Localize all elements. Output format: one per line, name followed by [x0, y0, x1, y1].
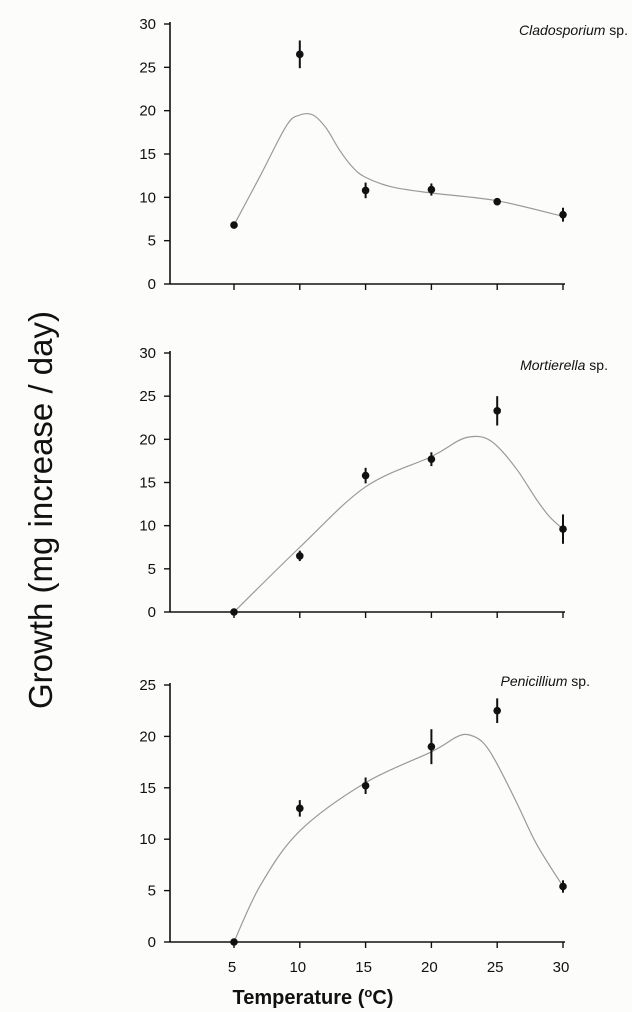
y-tick-label: 30 — [139, 16, 156, 33]
data-point — [493, 407, 502, 415]
y-tick-label: 0 — [148, 934, 156, 951]
y-tick-label: 15 — [139, 780, 156, 797]
data-point — [493, 197, 502, 206]
data-point — [230, 221, 238, 229]
y-tick-label: 15 — [139, 146, 156, 163]
y-tick-label: 10 — [139, 831, 156, 848]
y-tick-label: 0 — [148, 604, 156, 621]
x-tick-label: 25 — [487, 959, 504, 976]
panel-title-genus: Penicillium — [501, 673, 568, 689]
panel-penicillium: Penicillium sp. 0 5 10 15 20 25 5 10 15 20 25 30 — [139, 673, 590, 976]
data-point — [559, 525, 567, 533]
panel-cladosporium: Cladosporium sp. 0 5 10 15 20 25 30 — [139, 16, 628, 293]
y-tick-label: 30 — [139, 345, 156, 362]
panel-title: Penicillium sp. — [501, 673, 591, 689]
panel-title-genus: Mortierella — [520, 357, 586, 373]
data-point — [427, 742, 436, 751]
x-tick-label: 20 — [421, 959, 438, 976]
y-axis-title: Growth (mg increase / day) — [22, 311, 59, 709]
x-tick-label: 5 — [228, 959, 236, 976]
panel-title-genus: Cladosporium — [519, 22, 606, 38]
y-tick-label: 5 — [148, 233, 156, 250]
y-tick-label: 5 — [148, 561, 156, 578]
data-point — [559, 882, 567, 891]
x-tick-label: 30 — [553, 959, 570, 976]
fit-curve — [233, 733, 564, 943]
y-tick-label: 20 — [139, 103, 156, 120]
data-point — [427, 455, 436, 463]
y-tick-label: 25 — [139, 388, 156, 405]
data-point — [361, 186, 370, 195]
panel-title-suffix: sp. — [605, 22, 628, 38]
panel-title: Mortierella sp. — [520, 357, 608, 373]
data-point — [296, 50, 304, 59]
y-tick-label: 10 — [139, 189, 156, 206]
data-point — [361, 781, 370, 790]
data-point — [361, 471, 370, 480]
panel-title-suffix: sp. — [567, 673, 590, 689]
data-point — [296, 552, 304, 560]
data-point — [296, 804, 304, 813]
panel-title-suffix: sp. — [585, 357, 608, 373]
x-axis-title-degree: o — [364, 985, 372, 1000]
x-axis-title: Temperature (oC) — [233, 985, 394, 1009]
data-point — [559, 210, 567, 219]
y-tick-label: 25 — [139, 677, 156, 694]
panel-mortierella: Mortierella sp. 0 5 10 15 20 25 30 — [139, 345, 608, 621]
y-tick-label: 25 — [139, 59, 156, 76]
y-tick-label: 20 — [139, 728, 156, 745]
fit-curve — [233, 435, 564, 613]
data-point — [230, 608, 238, 616]
x-tick-label: 10 — [289, 959, 306, 976]
y-tick-label: 20 — [139, 431, 156, 448]
data-point — [427, 185, 436, 194]
fit-curve — [233, 112, 564, 226]
panels: Cladosporium sp.051015202530Mortierella … — [139, 16, 628, 976]
y-tick-label: 15 — [139, 475, 156, 492]
panel-title: Cladosporium sp. — [519, 22, 628, 38]
y-tick-label: 5 — [148, 883, 156, 900]
y-tick-label: 0 — [148, 276, 156, 293]
data-point — [493, 706, 502, 715]
y-tick-label: 10 — [139, 518, 156, 535]
data-point — [230, 938, 238, 946]
x-tick-label: 15 — [355, 959, 372, 976]
